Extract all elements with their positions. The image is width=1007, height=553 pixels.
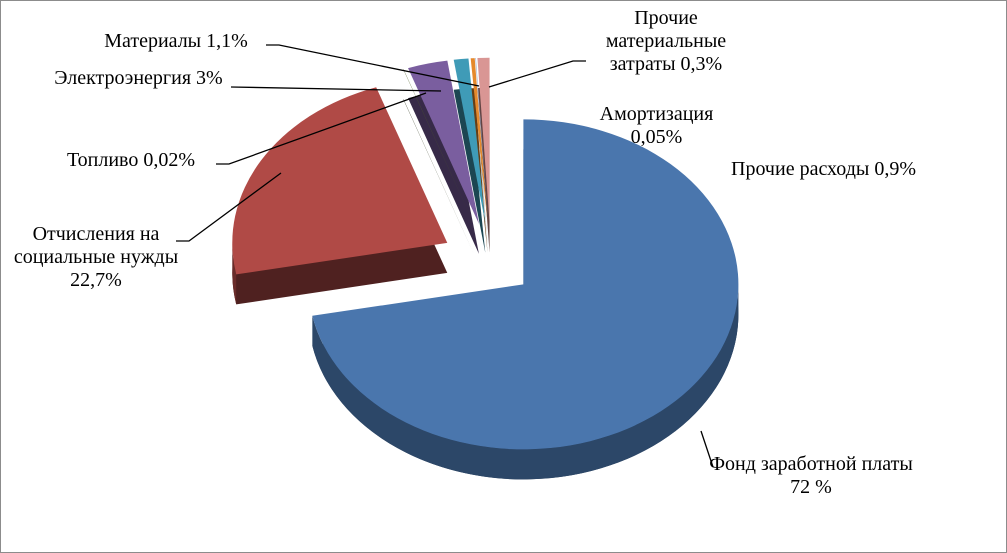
slice-label: Материалы 1,1% [76, 30, 276, 53]
slice-label: Топливо 0,02% [41, 149, 221, 172]
category-label: Электроэнергия [54, 67, 192, 89]
slice-side [232, 242, 237, 305]
slice-label: Прочие расходы 0,9% [731, 158, 916, 181]
slice-base [453, 88, 486, 253]
category-label: Фонд заработной платы [709, 453, 913, 475]
value-label: 72 % [790, 476, 832, 498]
category-label: Амортизация [599, 103, 714, 125]
category-label: Прочие материальные затраты [605, 7, 727, 75]
slice-base [408, 90, 479, 254]
leader-line [488, 60, 586, 88]
value-label: 1,1% [206, 30, 248, 52]
slice [477, 57, 490, 223]
leader-line [266, 44, 480, 87]
slice-label: Отчисления на социальные нужды 22,7% [11, 223, 181, 292]
slice [475, 58, 489, 223]
slice-side [312, 284, 739, 480]
leader-line [176, 172, 282, 242]
slice [408, 60, 479, 224]
slice-tops [232, 57, 739, 450]
category-label: Прочие расходы [731, 158, 870, 180]
slice [470, 58, 488, 223]
leader-line [230, 86, 442, 92]
category-label: Материалы [104, 30, 202, 52]
category-label: Отчисления на социальные нужды [13, 223, 179, 268]
value-label: 0,02% [143, 149, 196, 171]
slice [232, 87, 448, 275]
value-label: 0,05% [630, 126, 683, 148]
slice-label: Фонд заработной платы 72 % [701, 453, 921, 499]
slice [453, 58, 486, 223]
category-label: Топливо [66, 149, 139, 171]
leader-line [700, 430, 714, 468]
value-label: 22,7% [70, 269, 122, 291]
value-label: 0,3% [680, 53, 723, 75]
slice-label: Электроэнергия 3% [46, 67, 231, 90]
slice [403, 69, 475, 225]
slice-base [403, 99, 475, 255]
slice [312, 119, 739, 450]
value-label: 0,9% [874, 158, 917, 180]
slice-label: Амортизация 0,05% [579, 103, 734, 149]
value-label: 3% [196, 67, 223, 89]
slice-label: Прочие материальные затраты 0,3% [581, 7, 751, 76]
leader-line [216, 92, 427, 165]
